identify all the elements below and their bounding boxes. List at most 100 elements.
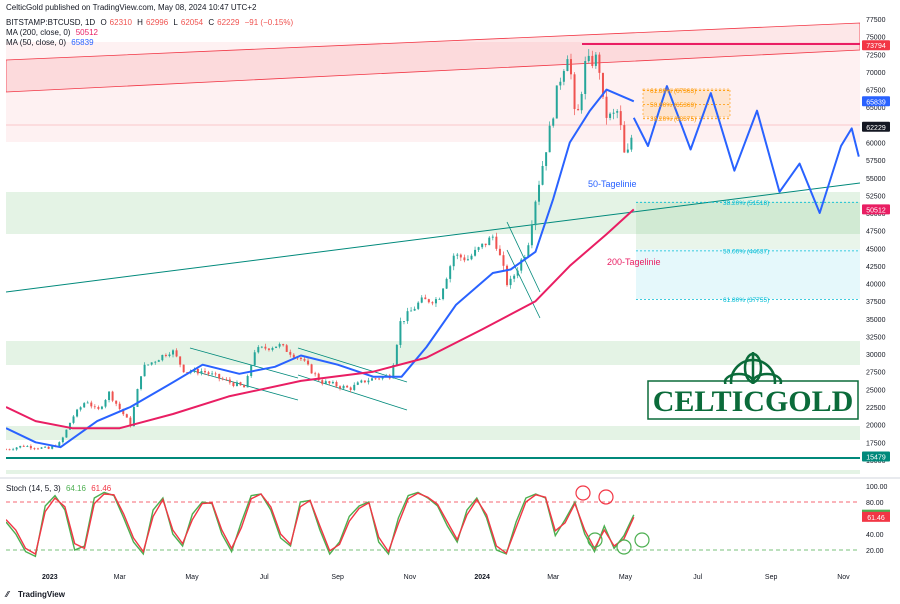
candle-body [555, 85, 558, 119]
candle-body [303, 359, 306, 361]
candle-body [562, 71, 565, 82]
candle-body [225, 379, 228, 381]
y-tick-label: 52500 [866, 193, 886, 200]
tradingview-brand-text: TradingView [18, 590, 65, 599]
candle-body [356, 382, 359, 385]
candle-body [260, 346, 263, 348]
candle-body [559, 81, 562, 86]
candle-body [132, 406, 135, 427]
candle-body [360, 380, 363, 383]
candle-body [179, 356, 182, 365]
ma50-legend[interactable]: MA (50, close, 0) 65839 [6, 38, 97, 48]
y-tick-label: 67500 [866, 88, 886, 95]
y-tick-label: 45000 [866, 246, 886, 253]
y-tick-label: 77500 [866, 17, 886, 24]
candle-body [552, 118, 555, 126]
stoch-circle-green-3 [634, 532, 650, 548]
y-tick-label: 50000 [866, 211, 886, 218]
forecast-line [632, 85, 860, 214]
candle-body [406, 311, 409, 322]
y-tick-label: 47500 [866, 229, 886, 236]
candle-body [339, 386, 342, 389]
candle-body [371, 378, 373, 381]
y-tick-label: 72500 [866, 52, 886, 59]
candle-body [196, 368, 199, 374]
ohlc-c: 62229 [217, 18, 240, 27]
ma200-legend[interactable]: MA (200, close, 0) 50512 [6, 28, 101, 38]
price-tag-bg [862, 451, 890, 462]
candle-body [104, 400, 107, 407]
candle-body [374, 378, 377, 380]
stoch-circle-red-2 [598, 489, 614, 505]
price-tag: 73794 [866, 43, 886, 50]
tradingview-brand[interactable]: ⁄⁄ TradingView [6, 590, 65, 599]
candle-body [438, 299, 441, 300]
fib-lower-box-green [636, 202, 860, 249]
channel-2024-upper [506, 221, 541, 293]
candle-body [346, 385, 349, 388]
y-tick-label: 35000 [866, 317, 886, 324]
celticgold-logo: CELTICGOLD [647, 352, 859, 420]
stoch-y-tick-label: 40.00 [866, 532, 884, 539]
candle-body [26, 446, 29, 447]
x-tick-label: Nov [404, 574, 417, 581]
candle-body [594, 54, 597, 66]
ohlc-l: 62054 [180, 18, 204, 27]
support-zone-low [6, 426, 860, 440]
tradingview-logo-icon: ⁄⁄ [6, 590, 9, 599]
y-tick-label: 17500 [866, 440, 886, 447]
ohlc-change: −91 (−0.15%) [244, 18, 294, 27]
stoch-legend[interactable]: Stoch (14, 5, 3) 64.16 61.46 [6, 484, 114, 494]
candle-body [331, 382, 334, 384]
candle-body [203, 371, 206, 373]
y-tick-label: 30000 [866, 352, 886, 359]
symbol-name[interactable]: BITSTAMP:BTCUSD, 1D [6, 18, 96, 27]
candle-body [609, 113, 612, 118]
candle-body [541, 165, 544, 185]
x-tick-label: Mar [547, 574, 560, 581]
candle-body [307, 360, 310, 365]
ma50-line [6, 88, 635, 449]
x-tick-label: Sep [331, 574, 344, 581]
publish-info: CelticGold published on TradingView.com,… [6, 3, 257, 12]
resistance-zone [6, 42, 860, 142]
candle-body [502, 255, 505, 266]
candle-body [616, 111, 619, 113]
candle-body [452, 255, 455, 267]
stoch-circle-green-2 [616, 539, 632, 555]
candle-body [157, 360, 160, 362]
candle-body [420, 297, 423, 303]
support-zone-upper [6, 192, 860, 234]
stoch-label: Stoch (14, 5, 3) [6, 484, 61, 493]
support-zone-bottom [6, 470, 860, 474]
candle-body [12, 449, 15, 451]
candle-body [324, 381, 327, 384]
x-tick-label: Sep [765, 574, 778, 581]
candle-body [68, 422, 71, 430]
price-tag: 15479 [866, 455, 886, 462]
candle-body [275, 346, 278, 348]
candle-body [378, 378, 381, 380]
candle-body [118, 403, 121, 409]
ma200-annotation: 200-Tagelinie [607, 257, 661, 267]
candle-body [200, 371, 203, 374]
candle-body [410, 310, 413, 312]
candle-body [623, 125, 626, 153]
candle-body [463, 257, 466, 261]
symbol-legend: BITSTAMP:BTCUSD, 1D O 62310 H 62996 L 62054… [6, 18, 296, 28]
fib-level-label: 50.00% (44637) [723, 248, 769, 255]
candle-body [8, 449, 11, 451]
candle-body [527, 245, 530, 257]
candle-body [538, 184, 541, 202]
candle-body [310, 364, 313, 374]
candle-body [267, 348, 270, 350]
candle-body [172, 350, 175, 355]
candle-body [136, 389, 139, 407]
candle-body [548, 125, 551, 153]
candle-body [495, 236, 498, 249]
candle-body [321, 380, 324, 384]
logo-text: CELTICGOLD [653, 385, 854, 418]
candle-body [154, 361, 157, 363]
candle-body [491, 236, 494, 238]
